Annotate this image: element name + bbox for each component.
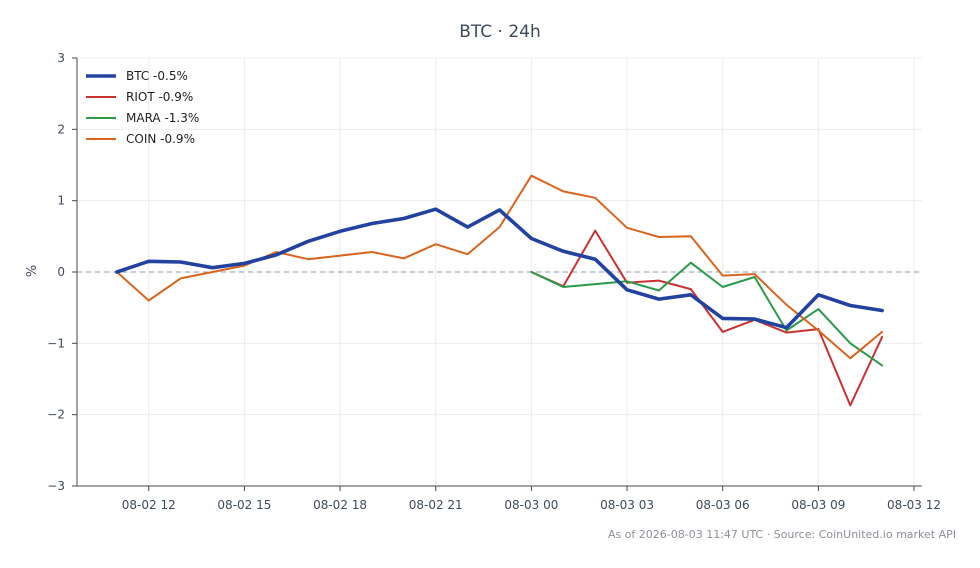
y-tick-label: −1 xyxy=(47,336,65,350)
legend-item-coin: COIN -0.9% xyxy=(86,132,195,146)
y-tick-label: 0 xyxy=(57,265,65,279)
axis-layer: −3 −2 −1 0 1 2 3 08-02 12 08-02 15 08-02 18 08-02 … xyxy=(47,51,941,512)
legend-item-btc: BTC -0.5% xyxy=(86,69,188,83)
series-riot xyxy=(530,229,884,407)
legend: BTC -0.5% RIOT -0.9% MARA -1.3% COIN -0.9% xyxy=(86,69,199,146)
y-tick-label: 3 xyxy=(57,51,65,65)
y-tick-label: −3 xyxy=(47,479,65,493)
x-tick-label: 08-03 12 xyxy=(887,498,941,512)
chart-title: BTC · 24h xyxy=(459,22,541,42)
legend-label-btc: BTC -0.5% xyxy=(126,69,188,83)
series-mara xyxy=(530,261,884,367)
y-tick-label: 1 xyxy=(57,194,65,208)
x-tick-label: 08-02 21 xyxy=(409,498,463,512)
x-tick-label: 08-02 15 xyxy=(217,498,271,512)
series-coin xyxy=(115,174,884,360)
legend-item-riot: RIOT -0.9% xyxy=(86,90,193,104)
series-layer xyxy=(115,174,884,407)
x-tick-label: 08-02 12 xyxy=(122,498,176,512)
legend-label-mara: MARA -1.3% xyxy=(126,111,199,125)
series-line-mara xyxy=(530,261,884,367)
x-tick-label: 08-03 06 xyxy=(696,498,750,512)
legend-label-coin: COIN -0.9% xyxy=(126,132,195,146)
y-axis-label: % xyxy=(25,265,40,277)
series-line-btc xyxy=(115,207,884,330)
series-btc xyxy=(115,207,884,330)
x-tick-label: 08-03 09 xyxy=(791,498,845,512)
legend-item-mara: MARA -1.3% xyxy=(86,111,199,125)
series-line-coin xyxy=(115,174,884,360)
series-line-riot xyxy=(530,229,884,407)
y-tick-label: 2 xyxy=(57,122,65,136)
x-tick-label: 08-03 03 xyxy=(600,498,654,512)
y-tick-label: −2 xyxy=(47,408,65,422)
x-tick-label: 08-03 00 xyxy=(504,498,558,512)
x-tick-label: 08-02 18 xyxy=(313,498,367,512)
legend-label-riot: RIOT -0.9% xyxy=(126,90,193,104)
source-note: As of 2026-08-03 11:47 UTC · Source: Coi… xyxy=(608,528,956,541)
